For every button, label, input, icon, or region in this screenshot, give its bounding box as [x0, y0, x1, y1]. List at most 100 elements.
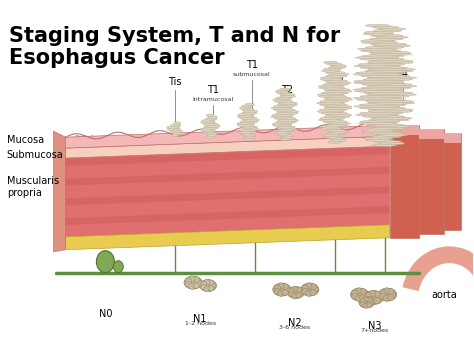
Ellipse shape — [203, 123, 219, 126]
Ellipse shape — [354, 105, 400, 108]
Ellipse shape — [241, 129, 256, 132]
Ellipse shape — [292, 293, 298, 299]
Ellipse shape — [358, 48, 397, 50]
Ellipse shape — [331, 139, 346, 142]
Ellipse shape — [361, 50, 401, 52]
Ellipse shape — [170, 124, 181, 126]
Ellipse shape — [354, 80, 404, 82]
Ellipse shape — [359, 107, 405, 109]
Ellipse shape — [271, 116, 293, 118]
Text: 3-6 nodes: 3-6 nodes — [279, 326, 310, 331]
Polygon shape — [445, 133, 461, 143]
Text: T2: T2 — [281, 85, 293, 95]
Ellipse shape — [369, 38, 403, 40]
Ellipse shape — [278, 119, 299, 121]
Ellipse shape — [370, 43, 407, 45]
Ellipse shape — [365, 293, 372, 299]
Ellipse shape — [360, 103, 406, 106]
Ellipse shape — [328, 141, 342, 143]
Ellipse shape — [383, 295, 390, 301]
Ellipse shape — [321, 112, 347, 115]
Ellipse shape — [280, 135, 293, 137]
Ellipse shape — [274, 100, 293, 103]
Ellipse shape — [365, 296, 372, 302]
Ellipse shape — [96, 251, 114, 273]
Ellipse shape — [360, 295, 366, 300]
Ellipse shape — [237, 115, 254, 118]
Ellipse shape — [355, 288, 362, 294]
Ellipse shape — [367, 85, 417, 87]
Ellipse shape — [376, 134, 408, 136]
Polygon shape — [65, 186, 390, 205]
Ellipse shape — [208, 286, 214, 291]
Ellipse shape — [273, 283, 291, 296]
Ellipse shape — [367, 93, 416, 96]
Ellipse shape — [363, 33, 393, 35]
Ellipse shape — [243, 127, 259, 130]
Polygon shape — [65, 125, 390, 148]
Ellipse shape — [326, 75, 347, 77]
Ellipse shape — [242, 105, 252, 107]
Polygon shape — [390, 125, 419, 238]
Ellipse shape — [277, 104, 297, 106]
Ellipse shape — [374, 297, 381, 304]
Ellipse shape — [364, 290, 383, 305]
Ellipse shape — [324, 105, 352, 108]
Ellipse shape — [305, 290, 312, 296]
Ellipse shape — [317, 93, 344, 96]
Text: aorta: aorta — [431, 290, 457, 300]
Ellipse shape — [185, 278, 191, 284]
Polygon shape — [65, 136, 390, 158]
Ellipse shape — [277, 126, 295, 129]
Ellipse shape — [363, 303, 368, 308]
Text: 7+nodes: 7+nodes — [360, 328, 389, 333]
Ellipse shape — [320, 126, 342, 128]
Ellipse shape — [326, 71, 345, 74]
Ellipse shape — [208, 280, 214, 285]
Ellipse shape — [360, 58, 404, 60]
Ellipse shape — [172, 132, 182, 135]
Text: Muscularis
propria: Muscularis propria — [7, 176, 59, 198]
Ellipse shape — [324, 107, 352, 109]
Ellipse shape — [201, 120, 215, 122]
Ellipse shape — [289, 288, 294, 294]
Ellipse shape — [360, 301, 365, 306]
Ellipse shape — [325, 124, 348, 126]
Ellipse shape — [201, 284, 207, 290]
Ellipse shape — [375, 141, 402, 143]
Ellipse shape — [361, 39, 395, 42]
Text: Muscularis mucosa: Muscularis mucosa — [75, 147, 122, 152]
Ellipse shape — [376, 294, 383, 301]
Polygon shape — [65, 225, 390, 250]
Ellipse shape — [319, 85, 344, 87]
Ellipse shape — [317, 110, 344, 113]
Ellipse shape — [369, 119, 409, 121]
Ellipse shape — [280, 93, 294, 96]
Ellipse shape — [239, 117, 257, 120]
Ellipse shape — [201, 281, 207, 287]
Ellipse shape — [369, 51, 410, 54]
Polygon shape — [419, 129, 445, 234]
Ellipse shape — [356, 98, 405, 101]
Text: submucosal: submucosal — [233, 72, 271, 77]
Ellipse shape — [302, 285, 309, 291]
Ellipse shape — [353, 73, 402, 76]
Ellipse shape — [361, 75, 410, 77]
Ellipse shape — [356, 71, 404, 74]
Ellipse shape — [319, 87, 345, 89]
Ellipse shape — [362, 55, 404, 57]
Ellipse shape — [362, 83, 412, 86]
Ellipse shape — [324, 88, 350, 91]
Ellipse shape — [379, 142, 405, 145]
Ellipse shape — [329, 66, 346, 69]
Ellipse shape — [363, 297, 368, 302]
Ellipse shape — [362, 41, 397, 44]
Ellipse shape — [204, 125, 220, 127]
Ellipse shape — [277, 283, 284, 289]
Ellipse shape — [184, 276, 202, 289]
Ellipse shape — [374, 291, 381, 297]
Ellipse shape — [201, 130, 215, 133]
Ellipse shape — [324, 115, 350, 118]
Ellipse shape — [324, 97, 351, 99]
Ellipse shape — [320, 100, 348, 103]
